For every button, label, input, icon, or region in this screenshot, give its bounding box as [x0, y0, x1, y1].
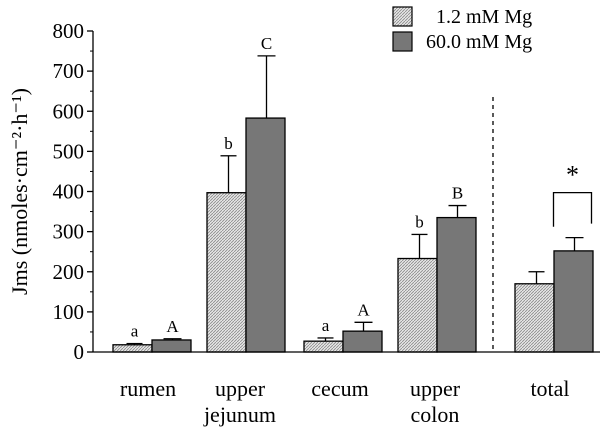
x-tick-label: rumen: [120, 376, 176, 401]
bar-significance-label: A: [166, 317, 179, 336]
legend-swatch: [392, 6, 413, 27]
y-tick-label: 100: [53, 300, 85, 324]
bar: [553, 250, 594, 353]
y-axis: 0 100 200 300 400 500 600 700 800 Jms (nmoles·cm⁻…: [7, 19, 94, 364]
x-tick-label: colon: [411, 402, 460, 427]
y-tick-label: 700: [53, 59, 85, 83]
bar-significance-label: b: [224, 134, 233, 153]
bar-significance-label: b: [415, 212, 424, 231]
bar: [245, 117, 286, 353]
bars: a Ab Ca Ab B: [112, 34, 594, 353]
bar: [436, 216, 477, 353]
legend-label: 1.2 mM Mg: [436, 6, 532, 28]
y-tick-label: 0: [74, 340, 85, 364]
bar: [151, 339, 192, 353]
x-tick-label: upper: [215, 376, 266, 401]
legend: 1.2 mM Mg 60.0 mM Mg: [392, 6, 532, 53]
x-tick-label: total: [530, 376, 569, 401]
bar-significance-label: a: [322, 316, 330, 335]
bar: [397, 257, 438, 353]
bar: [112, 344, 153, 353]
bar: [303, 340, 344, 353]
bar-significance-label: A: [357, 300, 370, 319]
x-tick-label: cecum: [311, 376, 368, 401]
significance-star: *: [566, 161, 579, 190]
y-tick-label: 400: [53, 180, 85, 204]
bar: [514, 283, 555, 353]
y-tick-label: 800: [53, 19, 85, 43]
y-tick-label: 500: [53, 139, 85, 163]
y-tick-label: 200: [53, 260, 85, 284]
bar-significance-label: B: [452, 184, 463, 203]
significance-bracket: [552, 191, 593, 227]
bar: [342, 330, 383, 353]
bar-significance-label: a: [131, 322, 139, 341]
x-tick-label: jejunum: [203, 402, 276, 427]
y-tick-label: 300: [53, 220, 85, 244]
bar: [206, 192, 247, 353]
annotations: *: [492, 97, 593, 352]
legend-label: 60.0 mM Mg: [426, 31, 532, 53]
y-axis-label: Jms (nmoles·cm⁻²·h⁻¹): [7, 88, 32, 295]
x-tick-label: upper: [410, 376, 461, 401]
bar-significance-label: C: [261, 34, 272, 53]
y-tick-label: 600: [53, 99, 85, 123]
legend-swatch: [392, 31, 413, 52]
